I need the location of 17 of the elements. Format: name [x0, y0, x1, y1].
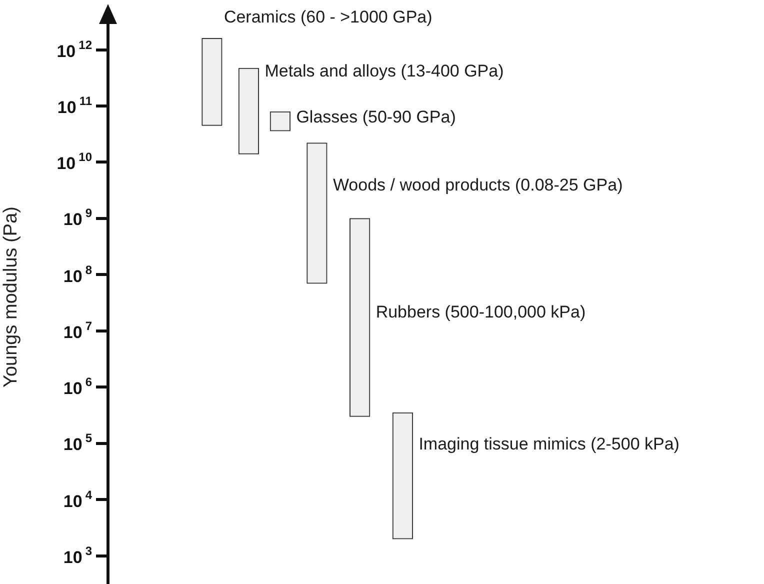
text: Imaging tissue mimics (2-500 kPa) [418, 434, 680, 454]
annotation: Metals and alloys (13-400 GPa) [264, 62, 504, 81]
y-tick-label: 10$^{7}$ [63, 318, 92, 343]
y-tick-label: 10$^{9}$ [63, 206, 92, 230]
y-tick-label: 10$^{5}$ [63, 431, 92, 456]
y-axis-title: Youngs modulus (Pa) [0, 206, 22, 388]
annotation: Ceramics (60 - >1000 GPa) [224, 8, 432, 27]
y-tick-label: 10$^{11}$ [57, 94, 92, 118]
y-tick-label: 10$^{8}$ [63, 262, 92, 287]
y-tick-label: 10$^{6}$ [63, 375, 92, 400]
annotation: Woods / wood products (0.08-25 GPa) [332, 176, 623, 195]
y-tick-label: 10$^{12}$ [56, 38, 92, 62]
y-tick-label: 10$^{4}$ [63, 488, 92, 512]
annotation: Rubbers (500-100,000 kPa) [376, 302, 586, 322]
annotation: Glasses (50-90 GPa) [296, 108, 456, 127]
y-tick-label: 10$^{10}$ [56, 150, 92, 174]
y-tick-label: 10$^{3}$ [63, 544, 92, 568]
